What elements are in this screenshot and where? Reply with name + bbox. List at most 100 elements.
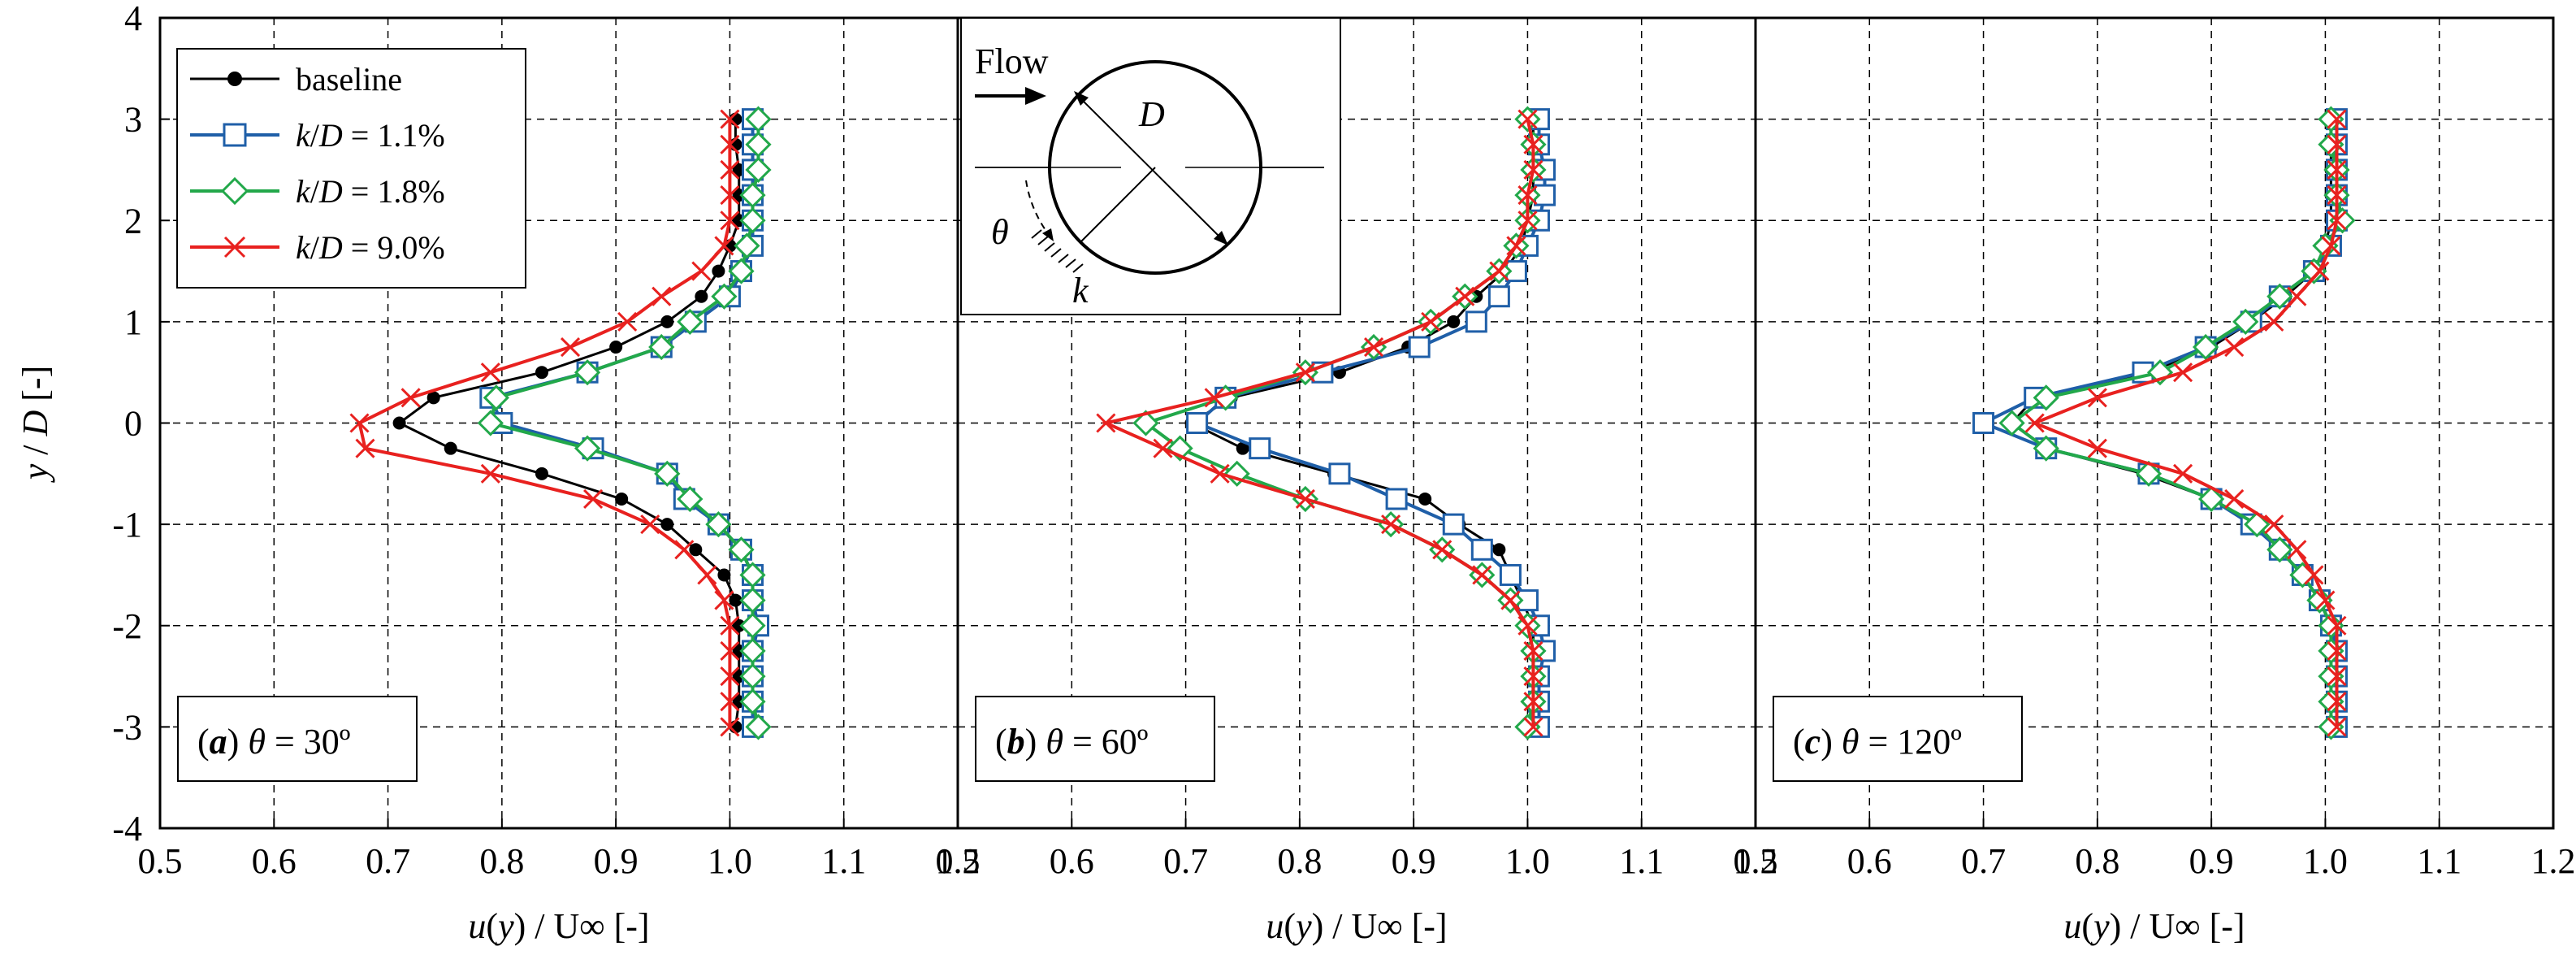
y-axis-label: y / D [-] [15,366,55,484]
marker-a-kd-1-8-0 [745,106,772,132]
marker-a-kd-9-0-13 [355,438,375,458]
x-tick-label-a-7: 1.2 [936,841,981,881]
marker-b-kd-9-0-17 [1432,540,1453,560]
roughness-hatch [1031,229,1084,273]
marker-a-kd-9-0-15 [583,488,604,510]
inset-angle-label: θ [991,212,1009,252]
svg-text:k/D = 1.8%: k/D = 1.8% [296,173,445,210]
marker-a-kd-1-8-22 [739,662,766,690]
y-tick-label-3: 3 [124,100,142,140]
marker-b-kd-9-0-16 [1381,514,1401,535]
inset-flow-label: Flow [975,41,1049,81]
marker-b-kd-9-0-1 [1523,134,1543,154]
y-tick-label-0: 0 [124,404,142,444]
panel-annotation-box-b [975,696,1215,782]
marker-a-kd-9-0-21 [720,640,740,661]
x-tick-label-c-5: 1.0 [2303,841,2348,881]
marker-c-kd-9-0-14 [2173,463,2193,484]
marker-b-baseline-8 [1447,315,1461,328]
marker-a-kd-9-0-4 [720,211,740,231]
x-tick-label-c-6: 1.1 [2417,841,2461,881]
marker-c-kd-9-0-17 [2287,540,2307,560]
marker-a-baseline-10 [535,366,548,380]
flow-arrow-head [1025,87,1046,105]
marker-a-kd-1-8-1 [745,131,772,158]
plot-frame-c [1754,16,2555,830]
x-tick-label-c-7: 1.2 [2531,841,2576,881]
y-tick-label--1: -1 [112,505,142,545]
marker-b-kd-9-0-9 [1363,336,1384,358]
marker-b-kd-9-0-23 [1523,692,1543,712]
x-tick-label-c-2: 0.7 [1961,841,2006,881]
marker-c-kd-9-0-7 [2287,286,2307,306]
marker-a-kd-1-8-23 [739,688,766,715]
marker-a-kd-9-0-18 [697,565,717,585]
marker-b-kd-9-0-8 [1421,311,1441,332]
marker-a-kd-9-0-7 [652,286,672,306]
y-tick-label--3: -3 [112,707,142,747]
x-tick-label-b-4: 0.9 [1392,841,1436,881]
marker-b-kd-1-8-12 [1132,410,1159,436]
marker-c-kd-1-8-15 [2198,485,2225,513]
panel-annotation-box-c [1773,696,2023,782]
marker-a-kd-9-0-11 [400,388,421,408]
marker-a-kd-9-0-8 [617,311,638,332]
marker-c-kd-9-0-22 [2327,666,2347,687]
x-tick-label-c-4: 0.9 [2189,841,2234,881]
marker-a-kd-1-8-15 [677,485,704,513]
marker-a-kd-1-8-12 [477,410,504,436]
marker-c-kd-9-0-21 [2327,640,2347,661]
panel-c: 0.5 0.6 0.7 0.8 0.9 1.0 1.1 1.2 u(y) / U∞ [-] (c)… [1734,16,2576,946]
marker-b-kd-1-1-17 [1470,538,1493,561]
inset-schematic: Flow D θ k [960,17,1341,315]
legend-item-kd-9-0: k/D = 9.0% [190,229,445,266]
marker-c-kd-9-0-20 [2327,615,2347,636]
marker-c-kd-1-8-7 [2266,283,2293,310]
x-tick-label-c-0: 0.5 [1734,841,1778,881]
marker-b-kd-9-0-22 [1523,666,1543,687]
marker-b-kd-1-1-8 [1465,310,1487,333]
marker-b-kd-1-1-9 [1408,336,1431,358]
x-tick-label-b-2: 0.7 [1163,841,1208,881]
marker-a-baseline-11 [426,391,440,405]
marker-b-kd-9-0-18 [1472,565,1492,585]
marker-b-kd-9-0-3 [1517,185,1538,206]
marker-c-kd-9-0-2 [2327,159,2347,180]
marker-a-kd-9-0-22 [720,666,740,687]
marker-c-kd-9-0-24 [2327,717,2347,737]
marker-a-baseline-19 [729,593,742,607]
marker-b-kd-9-0-6 [1489,261,1509,281]
marker-c-kd-9-0-9 [2224,336,2245,358]
marker-b-kd-1-1-13 [1249,437,1271,460]
y-tick-label-4: 4 [124,0,142,38]
marker-b-kd-1-1-18 [1499,563,1522,586]
angle-radius-line [1080,167,1156,243]
marker-c-kd-9-0-10 [2173,362,2193,383]
marker-a-baseline-6 [712,264,725,278]
marker-a-kd-1-8-10 [574,359,601,386]
marker-c-kd-9-0-0 [2327,109,2347,129]
panel-annotation-b: (b) θ = 60º [995,722,1148,762]
marker-a-kd-1-8-8 [677,308,704,335]
marker-c-kd-1-8-17 [2266,536,2293,563]
marker-b-kd-9-0-19 [1500,590,1521,610]
y-tick-label-1: 1 [124,302,142,342]
marker-a-kd-9-0-3 [720,185,740,206]
marker-b-kd-9-0-24 [1523,717,1543,737]
marker-b-kd-9-0-13 [1153,438,1173,458]
legend-item-kd-1-8: k/D = 1.8% [190,173,445,210]
marker-a-kd-1-8-18 [739,562,766,588]
marker-a-kd-1-8-11 [483,384,509,411]
marker-b-kd-1-1-12 [1186,412,1209,434]
marker-a-kd-9-0-16 [640,514,660,535]
marker-a-kd-1-8-7 [711,283,738,310]
marker-a-baseline-16 [660,518,674,532]
marker-a-kd-9-0-24 [720,717,740,737]
marker-a-baseline-12 [392,416,406,430]
marker-b-kd-1-1-14 [1328,462,1351,485]
marker-a-kd-9-0-20 [720,615,740,636]
svg-text:baseline: baseline [296,61,402,98]
x-tick-label-c-3: 0.8 [2075,841,2119,881]
x-tick-label-a-4: 0.9 [594,841,639,881]
marker-b-kd-9-0-5 [1506,236,1526,256]
